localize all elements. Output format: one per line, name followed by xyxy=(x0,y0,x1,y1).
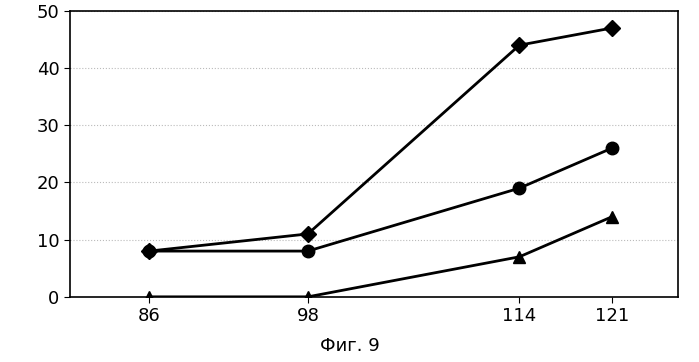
triangle_top xyxy=(607,215,616,219)
circle xyxy=(145,249,153,253)
Line: diamond: diamond xyxy=(144,22,617,257)
circle xyxy=(607,146,616,150)
diamond xyxy=(607,26,616,30)
triangle_top xyxy=(303,295,312,299)
triangle_top xyxy=(145,295,153,299)
circle xyxy=(515,186,524,190)
diamond xyxy=(515,43,524,47)
diamond xyxy=(145,249,153,253)
diamond xyxy=(303,232,312,236)
triangle_top xyxy=(515,254,524,259)
circle xyxy=(303,249,312,253)
Line: circle: circle xyxy=(143,142,618,257)
Line: triangle_top: triangle_top xyxy=(143,211,618,303)
Text: Фиг. 9: Фиг. 9 xyxy=(319,337,380,355)
